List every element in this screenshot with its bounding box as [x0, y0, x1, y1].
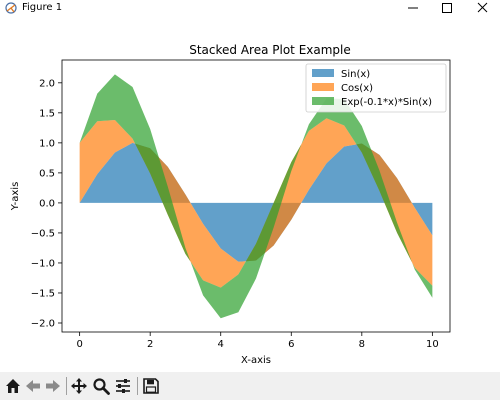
y-tick-label: 1.0 — [39, 138, 55, 149]
x-axis-ticks: 0 2 4 6 8 10 — [76, 332, 439, 350]
toolbar-separator — [137, 377, 138, 395]
area-3 — [79, 74, 433, 319]
y-tick-label: −2.0 — [31, 318, 55, 329]
axes-frame — [61, 59, 451, 333]
minimize-icon[interactable] — [396, 0, 430, 16]
legend-label: Exp(-0.1*x)*Sin(x) — [341, 97, 432, 108]
y-tick-label: 0.5 — [39, 168, 55, 179]
window-titlebar: Figure 1 — [0, 0, 500, 16]
navigation-toolbar — [0, 372, 500, 400]
y-tick-label: −1.5 — [31, 288, 55, 299]
toolbar-separator — [66, 377, 67, 395]
y-tick-label: 0.0 — [39, 198, 55, 209]
legend: Sin(x) Cos(x) Exp(-0.1*x)*Sin(x) — [305, 63, 447, 113]
legend-label: Cos(x) — [341, 83, 373, 94]
x-axis-label: X-axis — [241, 355, 271, 366]
legend-box — [305, 63, 447, 113]
back-arrow-icon[interactable] — [24, 377, 42, 395]
legend-label: Sin(x) — [341, 69, 370, 80]
forward-arrow-icon[interactable] — [44, 377, 62, 395]
legend-swatch — [312, 97, 334, 105]
home-icon[interactable] — [4, 377, 22, 395]
x-tick-label: 6 — [288, 339, 294, 350]
zoom-icon[interactable] — [92, 377, 110, 395]
area-layers — [79, 74, 433, 319]
figure-canvas: Stacked Area Plot Example 0 2 4 6 8 10 −2.0 −1… — [10, 43, 451, 366]
x-tick-label: 8 — [359, 339, 365, 350]
y-tick-label: 2.0 — [39, 78, 55, 89]
legend-swatch — [312, 83, 334, 91]
x-tick-label: 0 — [76, 339, 82, 350]
y-axis-label: Y-axis — [10, 182, 21, 212]
close-icon[interactable] — [466, 0, 500, 16]
save-icon[interactable] — [142, 377, 160, 395]
y-tick-label: 1.5 — [39, 108, 55, 119]
window-title: Figure 1 — [22, 2, 63, 13]
x-tick-label: 2 — [147, 339, 153, 350]
configure-subplots-icon[interactable] — [114, 377, 132, 395]
x-tick-label: 10 — [426, 339, 439, 350]
pan-icon[interactable] — [70, 377, 88, 395]
matplotlib-icon — [5, 2, 17, 14]
x-tick-label: 4 — [218, 339, 224, 350]
legend-swatch — [312, 69, 334, 77]
y-axis-ticks: −2.0 −1.5 −1.0 −0.5 0.0 0.5 1.0 1.5 2.0 — [31, 78, 62, 329]
maximize-icon[interactable] — [430, 0, 464, 16]
y-tick-label: −1.0 — [31, 258, 55, 269]
y-tick-label: −0.5 — [31, 228, 55, 239]
chart-title: Stacked Area Plot Example — [189, 43, 351, 57]
